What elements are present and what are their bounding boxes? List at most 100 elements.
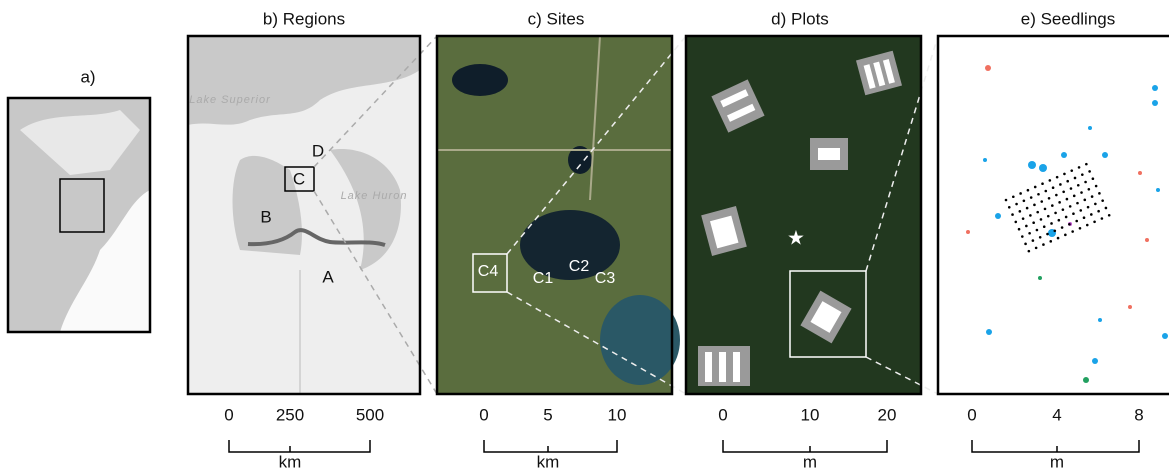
grid-dot xyxy=(1084,181,1087,184)
site-label: C3 xyxy=(595,270,616,287)
seedling xyxy=(1083,377,1089,383)
grid-dot xyxy=(1098,192,1101,195)
grid-dot xyxy=(1075,220,1078,223)
panel-d: d) Plots ★ xyxy=(686,9,938,394)
scale-label: 0 xyxy=(718,405,727,424)
scale-bar xyxy=(972,440,1139,452)
grid-dot xyxy=(1056,176,1059,179)
seedling xyxy=(986,329,992,335)
lake xyxy=(452,64,508,96)
grid-dot xyxy=(1022,217,1025,220)
figure: a) b) Regions Lake Superior D C B A Lake… xyxy=(0,0,1169,471)
grid-dot xyxy=(1085,163,1088,166)
star: ★ xyxy=(787,227,805,249)
site-label: C1 xyxy=(533,270,554,287)
seedling xyxy=(1061,152,1067,158)
grid-dot xyxy=(1078,166,1081,169)
grid-dot xyxy=(1090,213,1093,216)
grid-dot xyxy=(1094,203,1097,206)
grid-dot xyxy=(1070,187,1073,190)
grid-dot xyxy=(1068,223,1071,226)
scale-unit: m xyxy=(1050,452,1064,471)
grid-dot xyxy=(1025,225,1028,228)
grid-dot xyxy=(1023,199,1026,202)
lake xyxy=(600,295,680,385)
grid-dot xyxy=(1083,216,1086,219)
grid-dot xyxy=(1108,214,1111,217)
panel-title: e) Seedlings xyxy=(1021,9,1116,28)
grid-dot xyxy=(1012,195,1015,198)
grid-dot xyxy=(1093,220,1096,223)
scale-bar xyxy=(229,440,370,452)
grid-dot xyxy=(1049,179,1052,182)
grid-dot xyxy=(1035,247,1038,250)
seedling xyxy=(985,65,991,71)
grid-dot xyxy=(1091,195,1094,198)
grid-dot xyxy=(1044,208,1047,211)
seedling xyxy=(1156,188,1160,192)
scale-label: 0 xyxy=(479,405,488,424)
grid-dot xyxy=(1040,218,1043,221)
scale-label: 8 xyxy=(1134,405,1143,424)
grid-dot xyxy=(1021,235,1024,238)
map-label: Lake Superior xyxy=(189,94,271,106)
grid-dot xyxy=(1077,184,1080,187)
seedling xyxy=(1152,85,1158,91)
panel-title: b) Regions xyxy=(263,9,345,28)
grid-dot xyxy=(1026,207,1029,210)
scale-unit: km xyxy=(279,452,302,471)
grid-dot xyxy=(1036,211,1039,214)
grid-dot xyxy=(1087,206,1090,209)
grid-dot xyxy=(1024,243,1027,246)
panel-e: e) Seedlings xyxy=(938,9,1169,394)
grid-dot xyxy=(1005,199,1008,202)
grid-dot xyxy=(1065,216,1068,219)
panel-title: d) Plots xyxy=(771,9,829,28)
map-label: A xyxy=(322,267,334,286)
grid-dot xyxy=(1050,222,1053,225)
grid-dot xyxy=(1061,226,1064,229)
seedling xyxy=(1152,100,1158,106)
grid-dot xyxy=(1039,236,1042,239)
grid-dot xyxy=(1095,185,1098,188)
grid-dot xyxy=(1048,197,1051,200)
grid-dot xyxy=(1032,239,1035,242)
grid-dot xyxy=(1033,204,1036,207)
grid-dot xyxy=(1054,212,1057,215)
seedling xyxy=(1088,126,1092,130)
grid-dot xyxy=(1064,234,1067,237)
scale-label: 250 xyxy=(276,405,304,424)
grid-dot xyxy=(1076,202,1079,205)
scale-label: 10 xyxy=(608,405,627,424)
grid-dot xyxy=(1071,230,1074,233)
grid-dot xyxy=(1032,221,1035,224)
grid-dot xyxy=(1074,177,1077,180)
map-label: Lake Huron xyxy=(341,190,408,202)
grid-dot xyxy=(1058,219,1061,222)
seedling xyxy=(995,213,1001,219)
grid-dot xyxy=(1066,180,1069,183)
grid-dot xyxy=(1088,170,1091,173)
seedling xyxy=(1145,238,1149,242)
scale-unit: km xyxy=(537,452,560,471)
seedling xyxy=(966,230,970,234)
grid-dot xyxy=(1066,198,1069,201)
seedling xyxy=(1128,305,1132,309)
panel-b: b) Regions Lake Superior D C B A Lake Hu… xyxy=(188,9,437,394)
grid-dot xyxy=(1036,229,1039,232)
grid-dot xyxy=(1028,232,1031,235)
grid-dot xyxy=(1052,186,1055,189)
scale-label: 5 xyxy=(543,405,552,424)
scale-label: 20 xyxy=(878,405,897,424)
scale-label: 10 xyxy=(801,405,820,424)
grid-dot xyxy=(1046,233,1049,236)
grid-dot xyxy=(1073,195,1076,198)
grid-dot xyxy=(1042,243,1045,246)
scale-label: 4 xyxy=(1052,405,1061,424)
seedling xyxy=(1102,152,1108,158)
scale-bar xyxy=(484,440,617,452)
seedling xyxy=(1162,333,1168,339)
grid-dot xyxy=(1080,191,1083,194)
grid-dot xyxy=(1081,173,1084,176)
grid-dot xyxy=(1034,186,1037,189)
